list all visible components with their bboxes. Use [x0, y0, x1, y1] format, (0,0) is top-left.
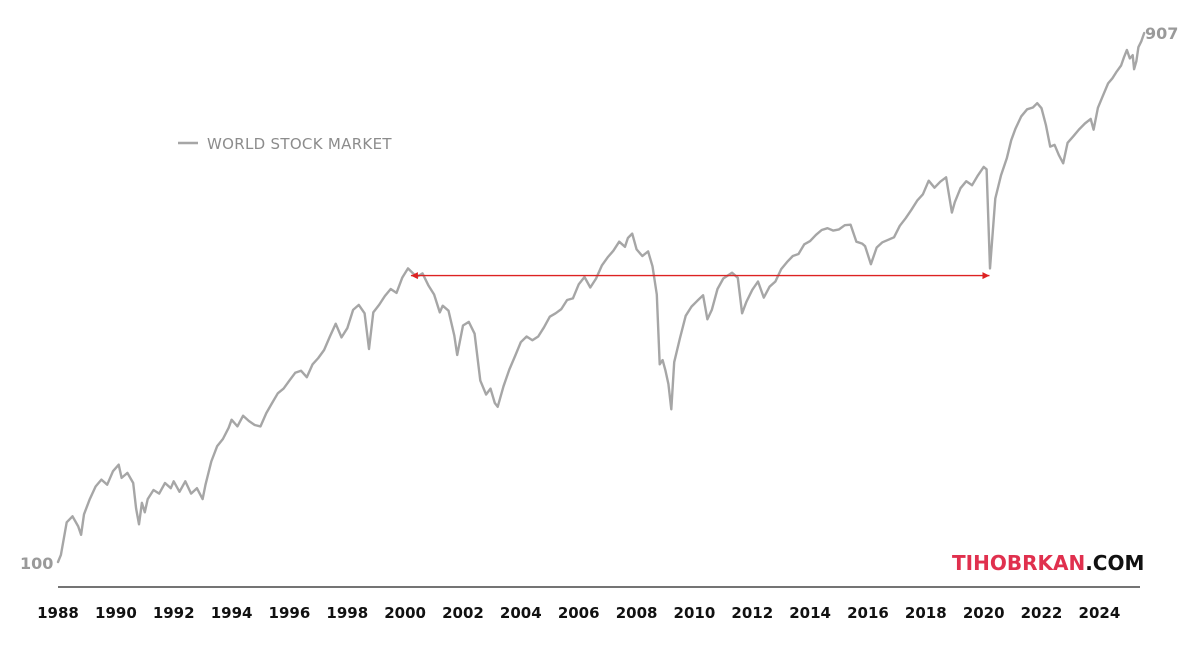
- x-tick-label-2014: 2014: [789, 604, 831, 622]
- x-tick-label-2020: 2020: [963, 604, 1005, 622]
- x-tick-label-1992: 1992: [153, 604, 195, 622]
- start-value-label: 100: [20, 554, 53, 573]
- x-tick-label-1998: 1998: [326, 604, 368, 622]
- legend-entry-world-stock-market: WORLD STOCK MARKET: [207, 135, 392, 153]
- x-tick-label-1996: 1996: [269, 604, 311, 622]
- legend: WORLD STOCK MARKET: [178, 135, 392, 153]
- annotation-arrowhead-left: [410, 272, 418, 280]
- x-tick-label-2012: 2012: [731, 604, 773, 622]
- end-value-label: 907: [1145, 24, 1178, 43]
- x-tick-label-2018: 2018: [905, 604, 947, 622]
- brand-domain: .COM: [1085, 551, 1144, 575]
- annotation-arrowhead-right: [982, 272, 990, 280]
- x-tick-label-2022: 2022: [1021, 604, 1063, 622]
- series-line-world-stock-market: [56, 31, 1146, 564]
- x-tick-label-1988: 1988: [37, 604, 79, 622]
- x-tick-label-2002: 2002: [442, 604, 484, 622]
- x-tick-label-2008: 2008: [616, 604, 658, 622]
- x-tick-label-2016: 2016: [847, 604, 889, 622]
- x-tick-label-1990: 1990: [95, 604, 137, 622]
- x-axis-tick-labels: 1988 1990 1992 1994 1996 1998 2000 2002 2004 2006…: [37, 604, 1120, 622]
- brand-watermark: TIHOBRKAN.COM: [952, 551, 1144, 575]
- x-tick-label-2006: 2006: [558, 604, 600, 622]
- x-tick-label-2010: 2010: [674, 604, 716, 622]
- x-tick-label-2024: 2024: [1079, 604, 1121, 622]
- x-tick-label-2000: 2000: [384, 604, 426, 622]
- annotation-arrow: [410, 272, 990, 280]
- brand-name: TIHOBRKAN: [952, 551, 1085, 575]
- x-tick-label-1994: 1994: [211, 604, 253, 622]
- x-tick-label-2004: 2004: [500, 604, 542, 622]
